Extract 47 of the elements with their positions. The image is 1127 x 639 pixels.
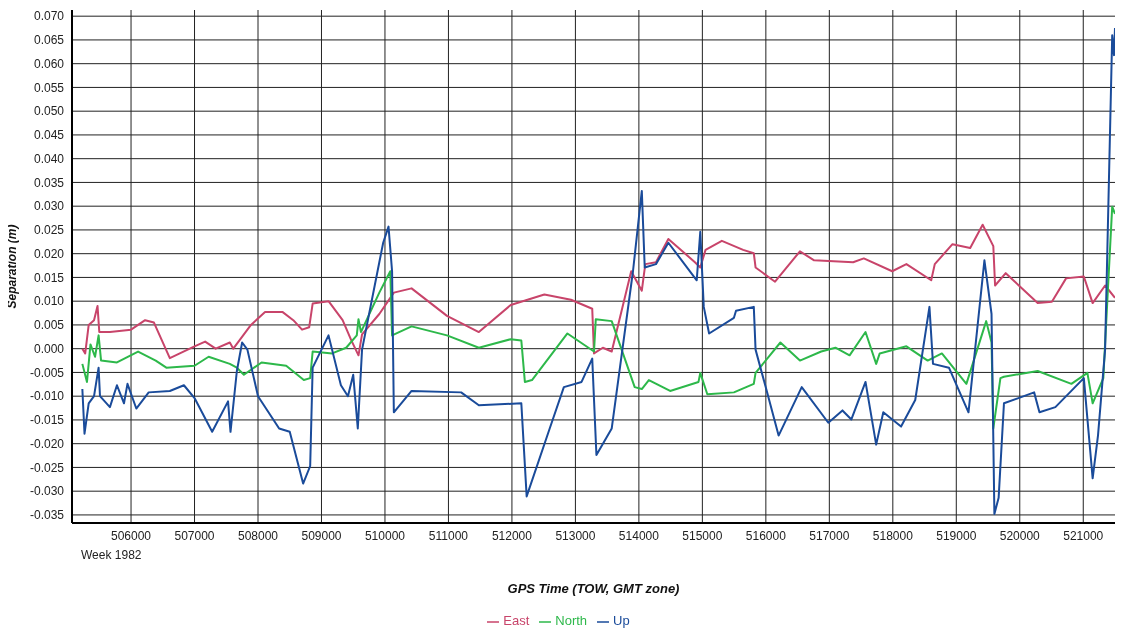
y-tick-label: 0.000 [33,341,65,356]
y-tick-label: -0.035 [29,508,65,523]
legend-label: Up [613,613,630,628]
x-tick-label: 507000 [174,528,215,543]
x-tick-label: 516000 [745,528,787,543]
y-tick-label: -0.005 [29,365,65,380]
legend-label: East [503,613,530,628]
x-tick-label: 521000 [1063,528,1104,543]
text: Week 1982 [81,548,142,562]
y-tick-label: 0.030 [33,199,65,214]
y-tick-label: 0.015 [33,270,65,285]
x-axis-title: GPS Time (TOW, GMT zone) [507,581,680,596]
y-tick-label: 0.060 [33,56,65,71]
y-tick-label: 0.035 [33,175,65,190]
y-tick-label: 0.055 [33,80,65,95]
y-tick-label: 0.020 [33,246,65,261]
line-series [81,27,1115,515]
x-tick-label: 519000 [936,528,977,543]
x-tick-label: 513000 [555,528,596,543]
x-tick-label: 509000 [301,528,342,543]
x-tick-label: 508000 [237,528,279,543]
x-tick-label: 506000 [111,528,152,543]
x-tick-label: 517000 [809,528,850,543]
y-tick-label: 0.050 [33,104,65,119]
y-tick-label: 0.025 [33,223,65,238]
y-tick-label: -0.030 [29,484,65,499]
x-tick-label: 514000 [618,528,660,543]
line-series [81,223,1115,360]
legend-label: North [555,613,588,628]
x-tick-label: 515000 [682,528,723,543]
y-tick-label: 0.005 [33,318,65,333]
y-tick-label: 0.040 [33,151,65,166]
y-tick-label: -0.010 [29,389,65,404]
y-tick-label: -0.025 [29,460,65,475]
y-tick-label: 0.045 [33,128,65,143]
x-tick-label: 511000 [428,528,469,543]
line-series [81,205,1115,430]
x-tick-label: 512000 [491,528,533,543]
y-tick-label: 0.070 [33,9,65,24]
y-tick-label: -0.015 [29,413,65,428]
x-tick-label: 518000 [872,528,914,543]
y-tick-label: 0.010 [33,294,65,309]
y-axis-title: Separation (m) [5,224,20,309]
y-tick-label: -0.020 [29,436,65,451]
x-tick-label: 510000 [364,528,406,543]
x-tick-label: 520000 [999,528,1041,543]
y-tick-label: 0.065 [33,33,65,48]
